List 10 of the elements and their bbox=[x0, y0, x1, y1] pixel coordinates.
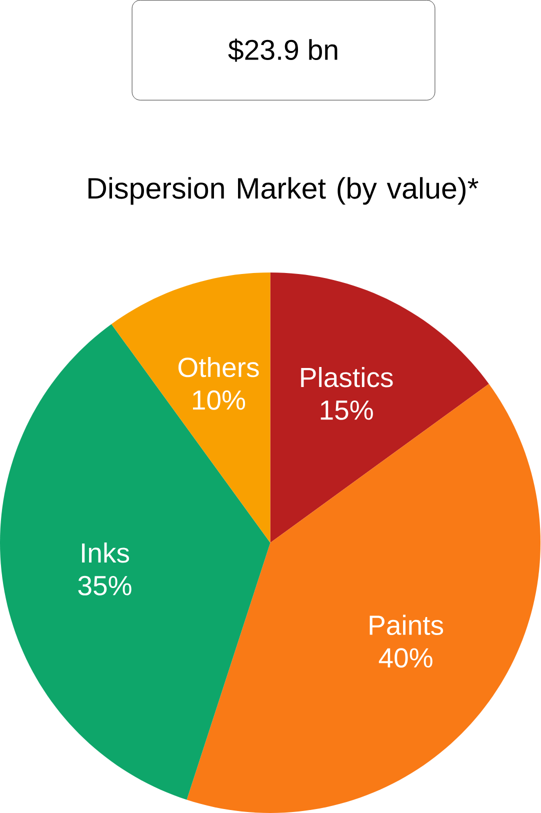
slice-label: Plastics bbox=[301, 367, 394, 388]
slice-label: Paints bbox=[370, 614, 444, 636]
slice-label: Others bbox=[178, 356, 260, 378]
data-label: 15% bbox=[321, 400, 374, 420]
slice-label: Inks bbox=[82, 542, 130, 563]
data-label: 35% bbox=[78, 576, 132, 596]
chart-title: Dispersion Market (by value)* bbox=[88, 177, 479, 205]
data-label: 10% bbox=[193, 390, 246, 410]
data-label: 40% bbox=[379, 648, 433, 668]
text: $23.9 bn bbox=[228, 38, 338, 62]
